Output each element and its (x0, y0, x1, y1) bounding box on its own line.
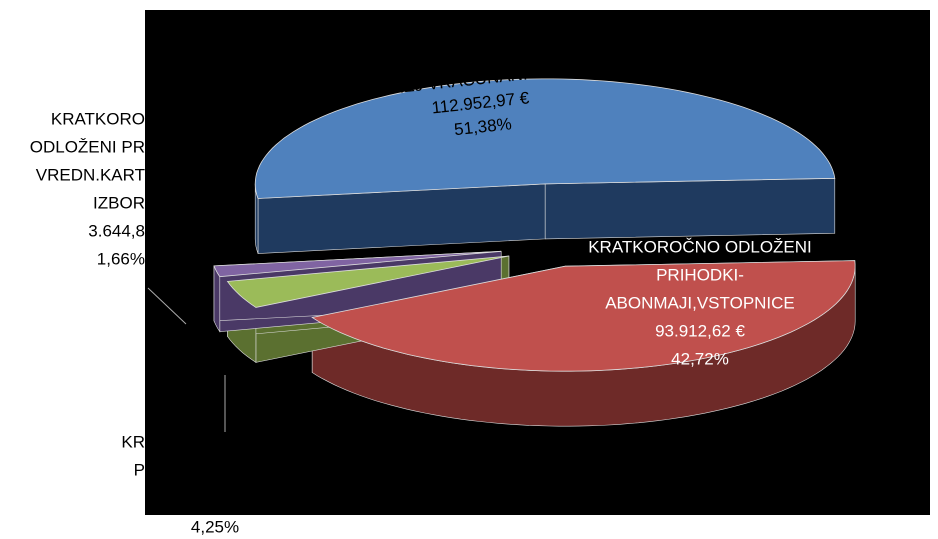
percent-label: 1,66% (97, 249, 145, 268)
data-label: KRATKORO ODLOŽENI PR VREDN.KART IZBOR 3.644,… (30, 109, 145, 268)
slice (226, 255, 509, 308)
slice (213, 250, 502, 278)
label-line: 93.912,62 € (655, 321, 745, 340)
data-label: KRATKOROČNO ODLOŽENI PRIHODKI- ABONMAJI,VS… (588, 237, 812, 368)
data-label: KR P 4,25% (121, 432, 239, 536)
label-line: KR (121, 432, 145, 451)
label-line: PRIHODKI- (656, 265, 744, 284)
label-line: KRATKORO (51, 109, 145, 128)
label-line: IZBOR (93, 193, 145, 212)
slice-wall (544, 177, 836, 240)
label-line: ABONMAJI,VSTOPNICE (605, 293, 795, 312)
label-line: P (134, 460, 145, 479)
percent-label: 42,72% (671, 349, 729, 368)
slice-tops (213, 78, 856, 372)
slice (254, 78, 836, 199)
label-line: KRATKOROČNO ODLOŽENI (588, 237, 812, 256)
slice (311, 260, 856, 372)
label-line: 3.644,8 (88, 221, 145, 240)
label-line: VREDN.KART (36, 165, 145, 184)
leader-line (147, 287, 187, 325)
percent-label: 4,25% (191, 517, 239, 536)
label-line: ODLOŽENI PR (30, 137, 145, 156)
